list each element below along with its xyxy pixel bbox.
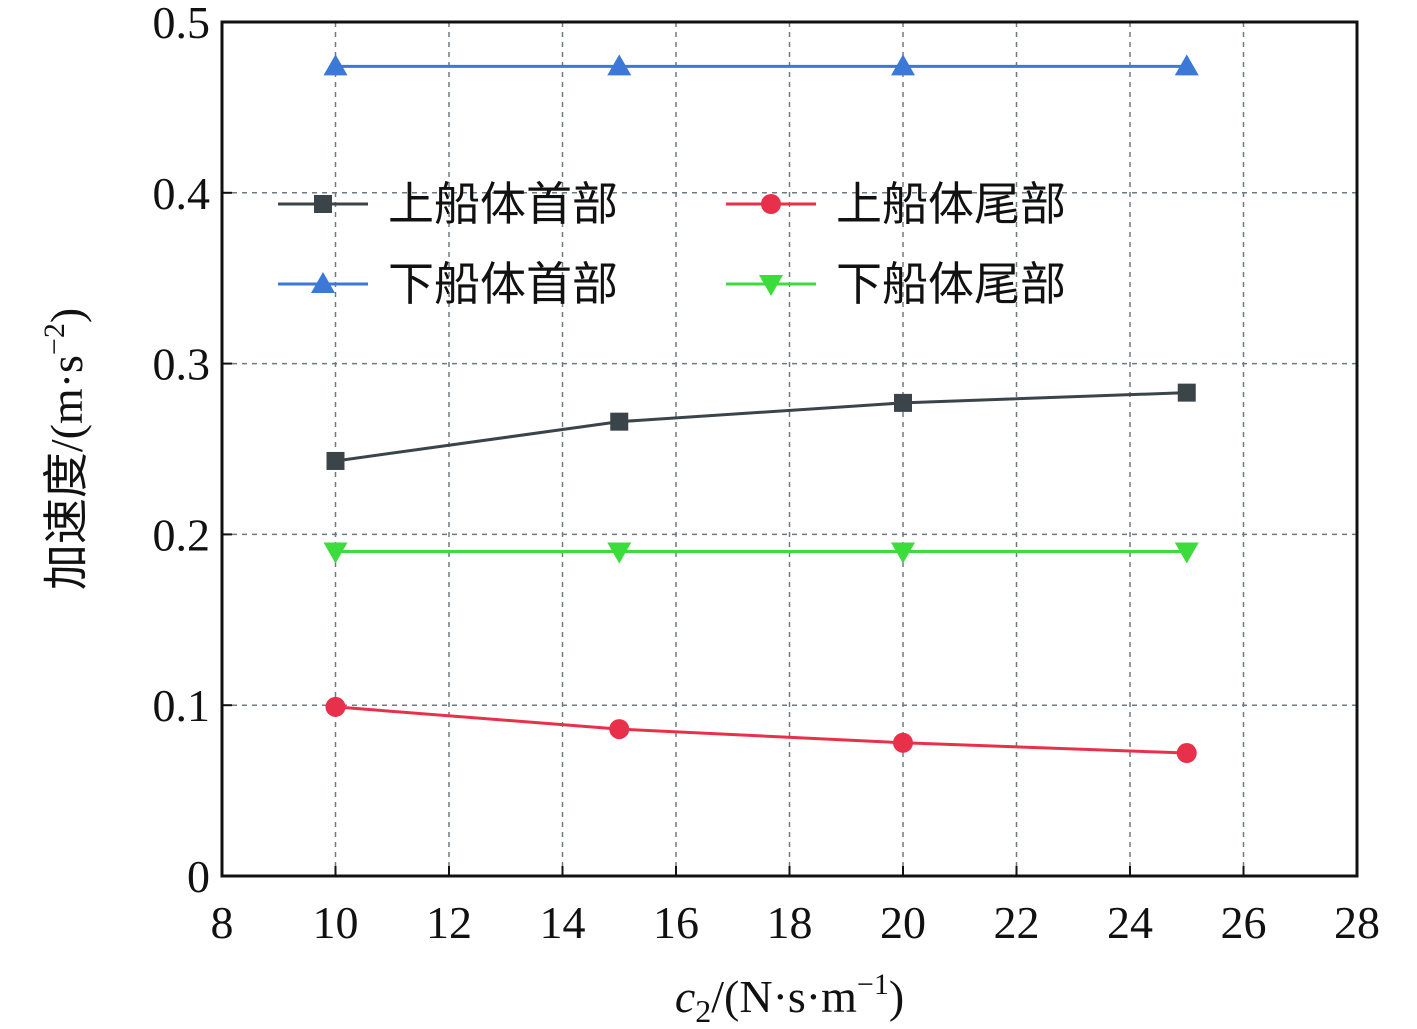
y-tick-label: 0.1: [153, 680, 211, 731]
data-point: [325, 696, 346, 717]
x-tick-label: 16: [653, 897, 699, 948]
data-point: [323, 54, 348, 76]
x-tick-label: 8: [211, 897, 234, 948]
legend-label: 上船体首部: [388, 177, 618, 231]
x-axis-close: ): [889, 971, 904, 1022]
series-group: [323, 54, 1199, 764]
x-axis-exponent: −1: [857, 968, 889, 1001]
x-tick-label: 10: [313, 897, 359, 948]
data-point: [1176, 743, 1197, 764]
series-1: [326, 383, 1196, 470]
data-point: [609, 719, 630, 740]
x-axis-variable: c: [675, 971, 695, 1022]
legend-label: 下船体尾部: [836, 257, 1066, 311]
legend-marker: [759, 275, 783, 296]
y-axis-close: ): [41, 308, 92, 323]
data-point: [610, 412, 629, 431]
y-tick-label: 0.3: [153, 339, 211, 390]
data-point: [891, 54, 915, 76]
y-axis-exponent: −2: [38, 323, 71, 355]
y-axis-text: 加速度/(m·s: [41, 355, 92, 590]
legend-label: 上船体尾部: [836, 177, 1066, 231]
data-point: [1174, 542, 1199, 564]
data-point: [894, 393, 912, 412]
legend-item: 下船体尾部: [726, 257, 1066, 311]
x-tick-label: 22: [994, 897, 1040, 948]
x-tick-label: 14: [540, 897, 586, 948]
series-line: [335, 705, 1187, 755]
x-tick-label: 12: [426, 897, 472, 948]
legend-marker: [311, 272, 335, 293]
y-tick-label: 0.5: [153, 0, 211, 48]
legend-item: 上船体尾部: [726, 177, 1066, 231]
grid-lines: [222, 22, 1357, 876]
x-tick-label: 24: [1107, 897, 1153, 948]
data-point: [893, 732, 913, 753]
y-tick-label: 0.4: [153, 168, 211, 219]
axis-ticks: 8 10 12 14 16 18 20 22 24 26 28 0 0.1 0.2 0.3 0.4 0.5: [153, 0, 1381, 948]
data-point: [607, 54, 632, 76]
x-tick-label: 20: [880, 897, 926, 948]
x-axis-subscript: 2: [695, 993, 711, 1029]
legend-label: 下船体首部: [388, 257, 618, 311]
legend-marker: [761, 194, 781, 214]
x-tick-label: 18: [767, 897, 813, 948]
legend-marker: [314, 195, 332, 213]
series-3: [323, 54, 1199, 76]
data-point: [891, 542, 915, 564]
legend-item: 上船体首部: [278, 177, 618, 231]
data-point: [1177, 383, 1196, 402]
data-point: [1174, 54, 1199, 76]
series-2: [325, 696, 1197, 764]
series-line: [335, 391, 1187, 463]
y-axis-title: 加速度/(m·s−2): [38, 308, 92, 590]
y-tick-label: 0: [187, 851, 210, 902]
x-tick-label: 26: [1221, 897, 1267, 948]
x-tick-label: 28: [1334, 897, 1380, 948]
x-axis-unit: /(N·s·m: [711, 971, 857, 1022]
x-axis-title: c2/(N·s·m−1): [675, 968, 904, 1029]
data-point: [323, 542, 348, 564]
data-point: [607, 542, 632, 564]
y-tick-label: 0.2: [153, 509, 211, 560]
series-4: [323, 542, 1199, 564]
data-point: [326, 451, 345, 470]
legend-item: 下船体首部: [278, 257, 618, 311]
